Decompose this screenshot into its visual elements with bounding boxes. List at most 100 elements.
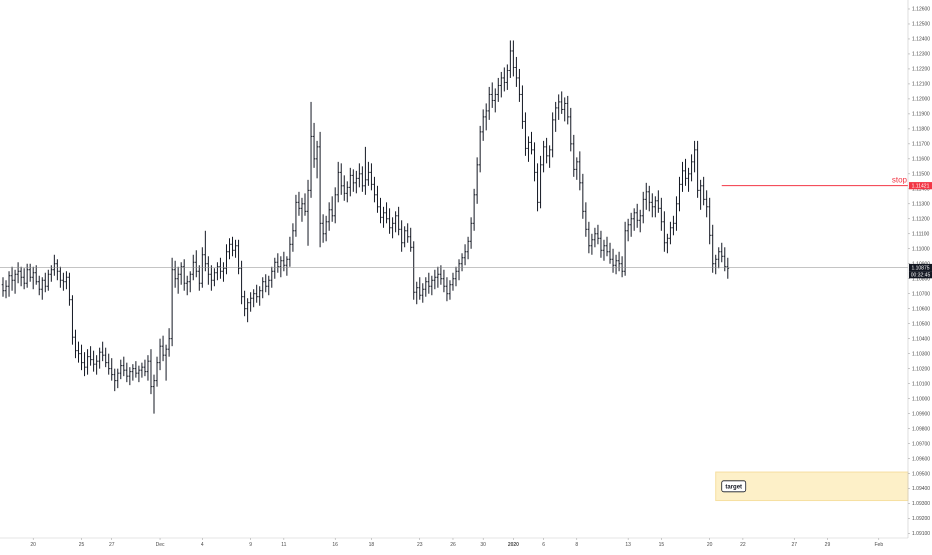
ohlc-bar [418,277,422,300]
y-tick-label: 1.10500 [912,321,930,327]
ohlc-bar [521,85,524,129]
x-tick-label: 30 [480,542,486,548]
ohlc-bar [554,101,557,132]
ohlc-bar [436,266,440,288]
ohlc-bar [463,244,467,266]
ohlc-bar [342,175,346,201]
y-tick-label: 1.10800 [912,276,930,282]
ohlc-bar [524,112,527,156]
ohlc-bar [400,220,403,252]
ohlc-bar [506,64,509,90]
ohlc-bar [134,361,138,378]
y-tick-label: 1.11100 [912,231,930,237]
ohlc-bar [80,344,83,371]
ohlc-bar [412,241,416,300]
ohlc-bar [152,374,156,414]
ohlc-bar [484,103,488,131]
ohlc-bar [548,145,551,168]
ohlc-bar [198,265,201,291]
ohlc-bar [345,181,349,203]
y-tick-label: 1.12200 [912,67,930,73]
ohlc-bar [216,262,219,281]
ohlc-bar [475,157,479,204]
ohlc-bar [512,40,515,77]
ohlc-bar [596,224,600,245]
ohlc-bar [500,71,503,98]
ohlc-bar [388,208,391,234]
x-tick-label: 11 [281,542,286,548]
ohlc-bar [173,260,177,288]
ohlc-bar [647,185,651,212]
ohlc-bar [542,140,545,173]
ohlc-bar [687,167,690,192]
ohlc-bar [509,40,512,78]
target-label-box [721,480,747,493]
ohlc-bars [1,40,730,414]
ohlc-bar [213,268,216,287]
ohlc-bar [155,356,159,387]
ohlc-bar [83,352,86,377]
ohlc-bar [98,347,101,369]
ohlc-bar [19,266,23,287]
x-tick-label: 25 [79,542,85,548]
ohlc-bar [300,197,304,222]
ohlc-bar [291,223,295,252]
ohlc-bar [276,253,280,273]
y-tick-label: 1.12400 [912,37,930,43]
ohlc-bar [7,271,11,297]
x-tick-label: Dec [156,542,165,548]
ohlc-bar [264,274,268,293]
ohlc-bar [421,283,425,303]
ohlc-bar [602,239,606,261]
y-tick-label: 1.11600 [912,157,930,163]
ohlc-bar [572,134,576,177]
ohlc-bar [285,256,289,276]
ohlc-bar [333,187,337,224]
target-label: target [725,484,742,490]
ohlc-bar [40,277,44,300]
bar-countdown-tag: 00:32:45 [911,273,931,279]
ohlc-bar [312,122,316,168]
ohlc-bar [672,215,675,236]
target-zone[interactable] [715,471,909,502]
ohlc-bar [361,166,364,192]
ohlc-bar [28,263,32,282]
ohlc-bar [258,286,261,306]
x-tick-label: 6 [542,542,545,548]
ohlc-bar [705,190,708,218]
ohlc-bar [490,82,494,108]
ohlc-bar [424,277,428,297]
ohlc-bar [294,194,298,237]
y-tick-label: 1.10600 [912,306,930,312]
ohlc-bar [684,158,687,186]
x-tick-label: 15 [659,542,665,548]
zones-layer [715,471,909,502]
ohlc-bar [225,244,228,275]
ohlc-bar [530,131,533,155]
y-tick-label: 1.10100 [912,381,930,387]
ohlc-bar [584,202,588,237]
ohlc-bar [699,179,702,210]
ohlc-bar [669,221,672,245]
ohlc-bar [140,362,144,378]
ohlc-bar [478,125,482,173]
y-tick-label: 1.09700 [912,441,930,447]
ohlc-bar [219,257,222,279]
ohlc-bar [675,196,678,231]
ohlc-bar [303,193,307,216]
ohlc-bar [527,136,530,162]
ohlc-bar [167,328,171,357]
ohlc-bar [557,94,560,120]
ohlc-bar [176,266,180,294]
ohlc-bar [493,88,497,113]
ohlc-bar [539,155,542,209]
y-tick-label: 1.11300 [912,202,930,208]
ohlc-bar [370,163,373,191]
ohlc-bar [614,254,618,275]
ohlc-bar [569,107,573,152]
ohlc-bar [717,247,721,269]
ohlc-bar [234,239,237,258]
ohlc-bar [270,266,274,288]
ohlc-bar [243,290,246,317]
